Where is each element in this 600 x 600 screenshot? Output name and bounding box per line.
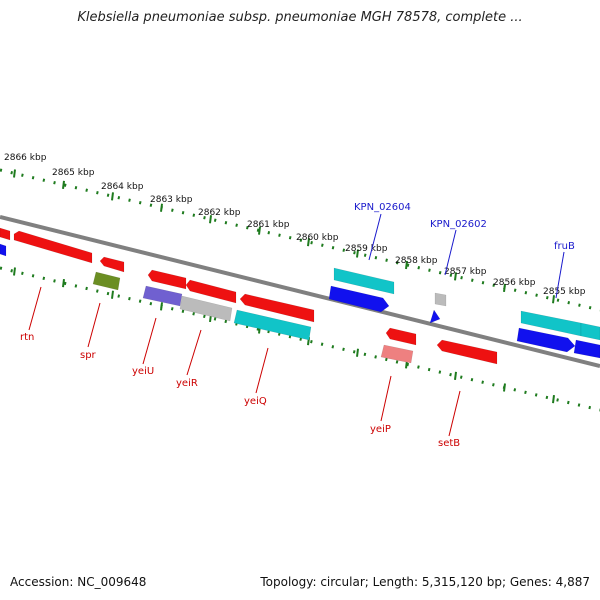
major-tick — [503, 283, 506, 292]
scale-label: 2860 kbp — [296, 233, 339, 243]
major-tick — [307, 237, 310, 247]
gene-arrow[interactable] — [436, 339, 498, 365]
separator: ; — [502, 575, 510, 589]
gene-arrow[interactable] — [385, 327, 417, 346]
major-tick — [62, 180, 65, 190]
leader-line — [380, 375, 392, 422]
scale-label: 2855 kbp — [543, 287, 586, 297]
gene-arrow[interactable] — [179, 295, 233, 322]
major-tick — [405, 260, 408, 270]
scale-label: 2866 kbp — [4, 153, 47, 163]
gene-label-setb[interactable]: setB — [438, 438, 460, 449]
gene-arrow[interactable] — [99, 256, 125, 273]
genome-stats: Topology: circular; Length: 5,315,120 bp… — [260, 575, 590, 589]
gene-arrow[interactable] — [0, 243, 7, 257]
gene-label-yeip[interactable]: yeiP — [370, 424, 391, 435]
major-tick — [160, 203, 163, 212]
leader-line — [555, 251, 565, 299]
accession-label: Accession: NC_009648 — [10, 575, 147, 589]
scale-label: 2858 kbp — [395, 256, 438, 266]
gene-arrow[interactable] — [13, 230, 93, 264]
gene-arrow[interactable] — [239, 293, 315, 323]
gene-label-kpn-02602[interactable]: KPN_02602 — [430, 219, 487, 230]
gene-label-spr[interactable]: spr — [80, 350, 97, 361]
major-tick — [258, 226, 261, 235]
leader-line — [255, 347, 269, 394]
gene-arrow[interactable] — [0, 227, 11, 241]
leader-line — [87, 302, 101, 348]
separator: ; — [364, 575, 373, 589]
major-tick — [356, 249, 359, 258]
gene-arrow[interactable] — [147, 269, 187, 290]
genome-backbone — [0, 215, 600, 368]
outer-strand-genes — [0, 227, 600, 365]
gene-arrow[interactable] — [233, 309, 312, 341]
gene-arrow[interactable] — [580, 322, 600, 341]
gene-arrow[interactable] — [185, 279, 237, 304]
inner-strand-genes — [0, 243, 600, 364]
gene-label-kpn-02604[interactable]: KPN_02604 — [354, 202, 411, 213]
major-tick — [62, 279, 65, 288]
scale-label: 2862 kbp — [198, 208, 241, 218]
gene-arrow[interactable] — [380, 344, 414, 364]
leader-line — [368, 213, 382, 261]
scale-label: 2861 kbp — [247, 220, 290, 230]
topology-label: Topology: circular — [260, 575, 365, 589]
map-title: Klebsiella pneumoniae subsp. pneumoniae … — [77, 10, 523, 25]
major-tick — [209, 215, 212, 224]
scale-label: 2865 kbp — [52, 168, 95, 178]
leader-line — [444, 229, 457, 276]
gene-arrow[interactable] — [434, 292, 447, 307]
major-tick — [454, 272, 457, 281]
gene-arrow[interactable] — [429, 309, 441, 324]
leader-line — [142, 317, 157, 365]
gene-arrow[interactable] — [142, 285, 183, 307]
major-tick — [111, 192, 114, 201]
gene-arrow[interactable] — [328, 285, 390, 313]
inner-tick-track — [0, 266, 600, 412]
outer-tick-track — [0, 168, 600, 312]
gene-arrow[interactable] — [333, 267, 395, 295]
scale-label: 2859 kbp — [345, 244, 388, 254]
gene-arrow[interactable] — [516, 327, 576, 353]
major-tick — [111, 290, 114, 299]
leader-line — [28, 286, 42, 331]
gene-label-yeiu[interactable]: yeiU — [132, 366, 154, 377]
gene-label-yeir[interactable]: yeiR — [176, 378, 198, 389]
gene-label-rtn[interactable]: rtn — [20, 332, 34, 343]
major-tick — [503, 383, 506, 392]
gene-label-yeiq[interactable]: yeiQ — [244, 396, 267, 407]
major-tick — [13, 169, 16, 178]
major-tick — [552, 394, 555, 404]
scale-label: 2857 kbp — [444, 267, 487, 277]
gene-arrow[interactable] — [573, 339, 600, 359]
gene-arrow[interactable] — [92, 271, 121, 291]
leader-line — [448, 390, 461, 437]
gene-label-frub[interactable]: fruB — [554, 241, 575, 252]
length-label: Length: 5,315,120 bp — [372, 575, 502, 589]
major-tick — [454, 371, 457, 381]
major-tick — [356, 348, 359, 357]
leader-line — [186, 329, 202, 376]
genes-count-label: Genes: 4,887 — [509, 575, 590, 589]
scale-label: 2856 kbp — [493, 278, 536, 288]
scale-label: 2863 kbp — [150, 195, 193, 205]
major-tick — [160, 302, 163, 311]
scale-label: 2864 kbp — [101, 182, 144, 192]
major-tick — [552, 295, 555, 304]
major-tick — [13, 267, 16, 276]
